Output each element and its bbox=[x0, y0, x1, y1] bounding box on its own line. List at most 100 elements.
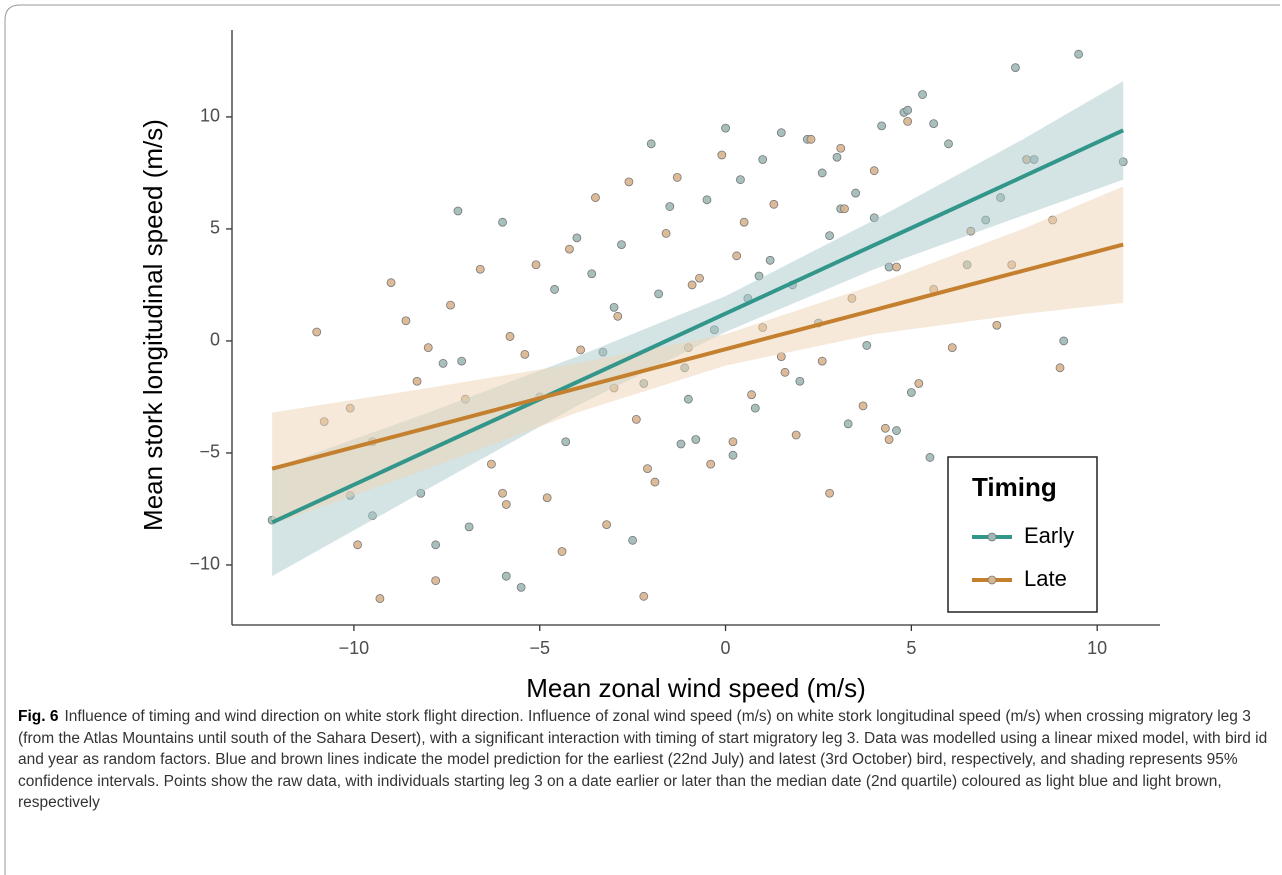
point bbox=[758, 155, 768, 164]
legend-label: Late bbox=[1024, 566, 1067, 591]
point bbox=[929, 119, 939, 129]
legend-key-point bbox=[987, 575, 997, 585]
point bbox=[769, 199, 779, 209]
fit-line bbox=[271, 242, 1124, 471]
point bbox=[386, 278, 396, 288]
point bbox=[817, 168, 827, 178]
point bbox=[475, 264, 485, 274]
point bbox=[542, 493, 552, 503]
point bbox=[650, 477, 660, 487]
y-tick-label: 5 bbox=[210, 218, 220, 238]
point bbox=[412, 376, 422, 386]
point bbox=[646, 139, 656, 149]
point bbox=[739, 217, 749, 227]
point bbox=[825, 231, 835, 241]
point bbox=[695, 273, 704, 283]
point bbox=[487, 459, 496, 469]
y-tick-label: −10 bbox=[189, 554, 220, 574]
point bbox=[765, 255, 775, 265]
point bbox=[431, 540, 441, 550]
point bbox=[375, 594, 385, 603]
point bbox=[661, 229, 671, 238]
point bbox=[944, 139, 953, 149]
point bbox=[736, 175, 745, 185]
point bbox=[780, 367, 790, 377]
point bbox=[806, 134, 816, 144]
point bbox=[561, 437, 571, 447]
point bbox=[576, 345, 586, 355]
point bbox=[683, 394, 693, 404]
point bbox=[639, 591, 649, 601]
point bbox=[877, 121, 887, 131]
caption: Fig. 6 Influence of timing and wind direc… bbox=[18, 706, 1270, 814]
point bbox=[505, 332, 515, 341]
point bbox=[702, 195, 712, 205]
legend-label: Early bbox=[1024, 523, 1074, 548]
point bbox=[631, 414, 641, 424]
point bbox=[892, 262, 901, 272]
legend-key-point bbox=[987, 532, 997, 542]
y-axis-label: Mean stork longitudinal speed (m/s) bbox=[138, 119, 168, 531]
point bbox=[446, 300, 455, 310]
point bbox=[520, 349, 530, 359]
point bbox=[691, 435, 701, 444]
x-axis-label: Mean zonal wind speed (m/s) bbox=[526, 673, 866, 703]
point bbox=[884, 435, 894, 444]
point bbox=[1074, 49, 1084, 59]
point bbox=[791, 430, 801, 440]
point bbox=[457, 356, 467, 366]
point bbox=[624, 177, 634, 187]
point bbox=[353, 540, 363, 550]
point bbox=[717, 150, 727, 160]
point bbox=[565, 244, 574, 254]
point bbox=[1059, 336, 1069, 346]
point bbox=[401, 316, 411, 326]
point bbox=[947, 343, 957, 353]
point bbox=[557, 547, 567, 556]
point bbox=[602, 520, 612, 530]
point bbox=[672, 173, 682, 182]
y-tick-label: −5 bbox=[199, 442, 220, 462]
point bbox=[665, 202, 675, 211]
point bbox=[572, 233, 582, 243]
point bbox=[832, 152, 842, 162]
caption-label: Fig. 6 bbox=[18, 708, 59, 725]
point bbox=[925, 453, 935, 462]
point bbox=[732, 251, 742, 261]
point bbox=[851, 188, 861, 198]
point bbox=[750, 403, 760, 413]
point bbox=[728, 437, 738, 447]
point bbox=[1055, 363, 1065, 373]
point bbox=[628, 535, 638, 545]
point bbox=[906, 388, 916, 397]
point bbox=[903, 117, 913, 126]
point bbox=[862, 341, 872, 350]
point bbox=[613, 311, 623, 321]
point bbox=[880, 423, 890, 433]
point bbox=[423, 343, 433, 353]
point bbox=[795, 376, 805, 386]
point bbox=[654, 289, 664, 299]
x-tick-label: −5 bbox=[529, 638, 550, 658]
point bbox=[1011, 63, 1020, 73]
point bbox=[550, 285, 559, 294]
point bbox=[747, 390, 756, 400]
x-tick-label: 10 bbox=[1087, 638, 1107, 658]
point bbox=[836, 143, 846, 153]
point bbox=[687, 280, 697, 290]
x-tick-label: −10 bbox=[339, 638, 370, 658]
point bbox=[992, 320, 1002, 330]
point bbox=[728, 450, 738, 460]
frame bbox=[4, 4, 1280, 875]
x-tick-label: 0 bbox=[721, 638, 731, 658]
point bbox=[453, 206, 463, 216]
point bbox=[431, 576, 441, 586]
point bbox=[918, 90, 927, 99]
point bbox=[609, 302, 619, 312]
point bbox=[501, 500, 511, 509]
point bbox=[843, 419, 853, 429]
point bbox=[643, 464, 652, 474]
point bbox=[706, 459, 716, 469]
